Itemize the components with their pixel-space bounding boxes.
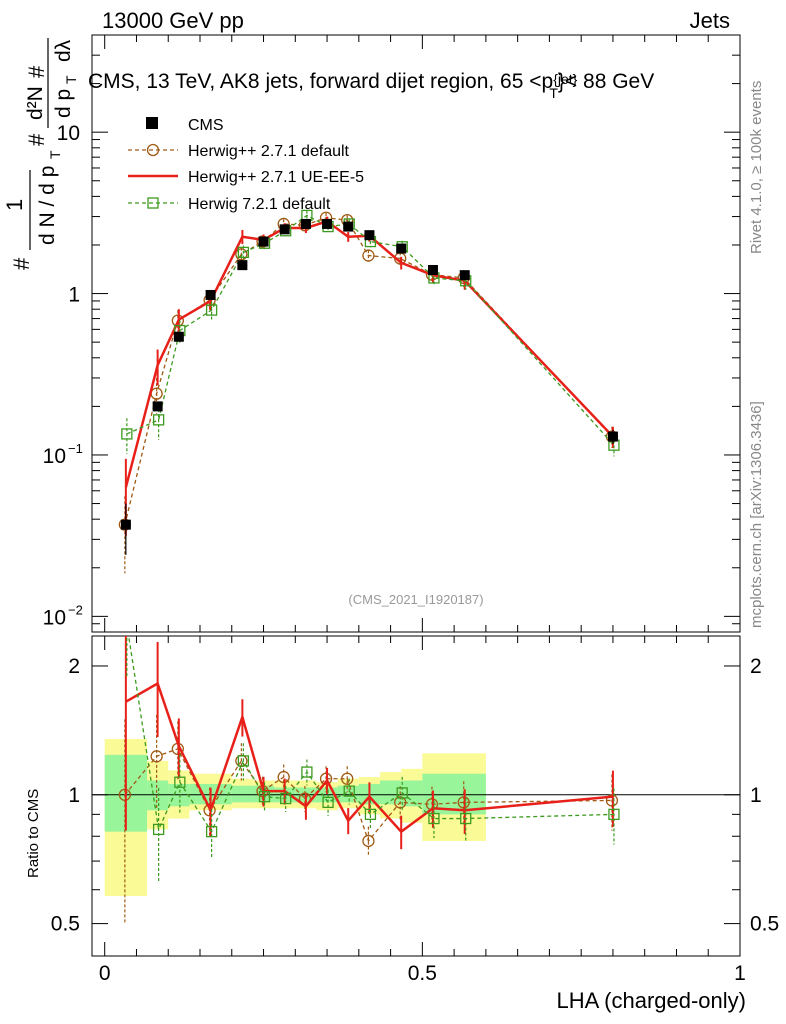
- cms-data-point: [120, 519, 131, 530]
- herwig-default-main-line: [124, 217, 613, 525]
- cms-data-point: [237, 260, 248, 271]
- cms-data-point: [396, 243, 407, 254]
- herwig7-ratio-point: [174, 776, 186, 788]
- ylabel-t-sub-2: T: [63, 75, 79, 84]
- header-left: 13000 GeV pp: [102, 8, 244, 33]
- y-tick-label-main: 10: [43, 445, 66, 468]
- y-tick-label-ratio-right: 1: [750, 784, 762, 807]
- x-tick-label: 0.5: [408, 962, 437, 985]
- cms-data-point: [322, 218, 333, 229]
- title-superscript-jet: {jet}: [553, 71, 577, 87]
- herwig-default-main-point: [362, 249, 375, 262]
- herwig-default-main-point: [235, 248, 248, 261]
- ylabel-dpt: d p: [52, 89, 75, 118]
- herwig-default-ratio-point: [150, 750, 163, 763]
- herwig7-ratio-point: [343, 785, 355, 797]
- y-tick-label-ratio: 2: [68, 655, 80, 678]
- ylabel-dn-dpt: d N / d p: [36, 166, 59, 245]
- herwig7-ratio-point: [237, 755, 250, 767]
- legend-marker-h7: [147, 197, 159, 209]
- herwig7-main-point: [152, 414, 165, 426]
- y-tick-label-exp: −1: [68, 441, 83, 456]
- y-tick-label-ratio-right: 0.5: [750, 913, 779, 936]
- plot-title: CMS, 13 TeV, AK8 jets, forward dijet reg…: [88, 70, 654, 101]
- cms-data-point: [205, 289, 216, 300]
- ratio-frame: [91, 635, 741, 957]
- ylabel-hash-2: #: [24, 133, 49, 146]
- herwig7-ratio-point: [152, 823, 165, 836]
- band-inner-11: [379, 780, 402, 805]
- herwig-default-ratio-point: [362, 834, 375, 848]
- legend-marker-cms: [146, 117, 158, 129]
- legend-label-cms: CMS: [188, 117, 224, 134]
- y-tick-label-ratio: 1: [68, 784, 80, 807]
- legend-marker-default: [146, 143, 160, 157]
- side-label-mcplots: mcplots.cern.ch [arXiv:1306.3436]: [748, 401, 765, 628]
- herwig7-ratio-point: [396, 787, 408, 799]
- cms-data-point: [279, 224, 290, 235]
- main-frame: [91, 34, 741, 633]
- header-right: Jets: [690, 8, 730, 33]
- ylabel-d2n: d²N: [24, 86, 47, 120]
- herwig7-ratio-point: [364, 808, 377, 821]
- band-inner-12: [401, 780, 423, 807]
- cms-data-point: [607, 431, 618, 442]
- ratio-y-axis-label: Ratio to CMS: [25, 789, 42, 878]
- x-tick-label: 0: [99, 962, 111, 985]
- y-tick-label-main: 1: [68, 284, 80, 307]
- herwig7-ratio-point: [258, 791, 271, 803]
- herwig7-ratio-point: [301, 766, 313, 778]
- legend: CMS Herwig++ 2.7.1 default Herwig++ 2.7.…: [128, 117, 364, 213]
- herwig-default-ratio-point: [341, 772, 354, 785]
- band-inner-1: [147, 780, 169, 811]
- herwig7-ratio-point: [122, 620, 132, 630]
- cms-data-point: [258, 236, 269, 247]
- legend-label-h7: Herwig 7.2.1 default: [188, 196, 331, 213]
- herwig7-main-point: [121, 428, 133, 440]
- x-tick-label: 1: [734, 962, 746, 985]
- herwig7-main-point: [205, 304, 218, 316]
- title-subscript-t: T: [549, 85, 558, 101]
- herwig-default-ratio-point: [394, 796, 407, 809]
- legend-label-ueee5: Herwig++ 2.7.1 UE-EE-5: [188, 169, 364, 186]
- side-label-rivet: Rivet 4.1.0, ≥ 100k events: [748, 81, 765, 254]
- herwig7-ratio-point: [608, 808, 620, 821]
- ylabel-dlambda: dλ: [52, 39, 75, 62]
- main-y-axis-label: # 1 d N / d p T # d²N d p T # dλ: [2, 38, 79, 270]
- y-tick-label-ratio: 0.5: [51, 913, 80, 936]
- y-tick-label-exp: −2: [68, 602, 83, 617]
- main-series-layer: [118, 209, 620, 574]
- analysis-watermark: (CMS_2021_I1920187): [348, 592, 483, 607]
- herwig7-main-line: [126, 214, 615, 446]
- ylabel-t-sub-1: T: [47, 150, 63, 159]
- cms-data-point: [152, 401, 163, 412]
- cms-data-point: [343, 221, 354, 232]
- herwig7-ratio-point: [280, 792, 292, 805]
- herwig7-ratio-point: [205, 826, 218, 838]
- herwig7-ratio-point: [322, 796, 334, 809]
- cms-data-point: [173, 331, 184, 342]
- legend-label-default: Herwig++ 2.7.1 default: [188, 143, 350, 160]
- ylabel-hash-3: #: [24, 65, 49, 78]
- band-inner-4: [231, 785, 253, 803]
- cms-data-point: [364, 230, 375, 241]
- ylabel-hash-1: #: [9, 257, 34, 270]
- band-inner-9: [337, 785, 359, 803]
- herwig-default-ratio-line: [124, 748, 612, 843]
- y-tick-label-ratio-right: 2: [750, 655, 762, 678]
- ylabel-one: 1: [2, 199, 27, 211]
- x-axis-label: LHA (charged-only): [556, 988, 746, 1013]
- cms-data-point: [459, 270, 470, 281]
- herwig7-ratio-point: [428, 812, 440, 825]
- y-tick-label-main: 10: [57, 122, 80, 145]
- y-tick-label-main: 10: [43, 606, 66, 629]
- cms-data-point: [300, 218, 311, 229]
- herwig7-ratio-point: [460, 812, 472, 825]
- herwig7-main-point: [237, 246, 250, 259]
- cms-data-point: [427, 264, 438, 275]
- ratio-series-layer: [118, 620, 620, 924]
